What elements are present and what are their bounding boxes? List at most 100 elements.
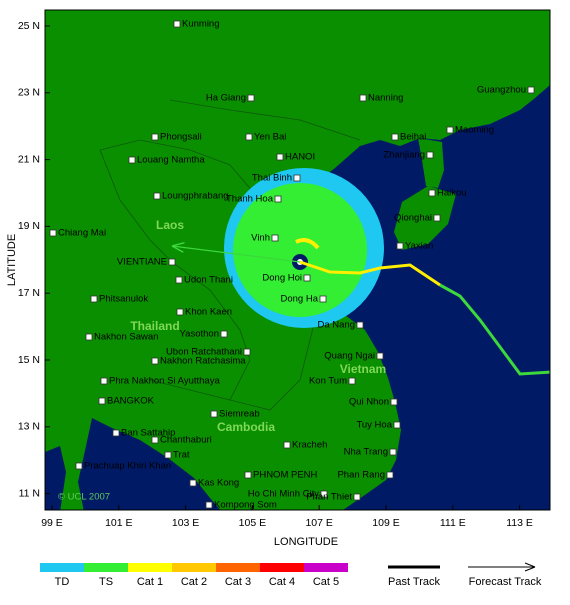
copyright: © UCL 2007 (58, 492, 110, 503)
city-label: Kas Kong (198, 478, 239, 489)
past-track-cat1 (299, 260, 441, 287)
intensity-swatch (304, 563, 348, 572)
city-label: Khon Kaen (185, 307, 232, 318)
city-marker (426, 151, 434, 159)
city-label: Maoming (455, 125, 494, 136)
city-label: Da Nang (318, 320, 356, 331)
x-tick-label: 111 E (440, 517, 466, 529)
city-marker (164, 451, 172, 459)
city-label: VIENTIANE (117, 257, 167, 268)
city-marker (75, 462, 83, 470)
y-tick-label: 23 N (18, 87, 40, 99)
city-label: Phan Rang (337, 470, 385, 481)
city-marker (386, 471, 394, 479)
city-label: HANOI (285, 152, 315, 163)
city-label: PHNOM PENH (253, 470, 318, 481)
city-marker (176, 308, 184, 316)
city-label: Ha Giang (206, 93, 246, 104)
city-marker (220, 330, 228, 338)
city-label: Tuy Hoa (356, 420, 392, 431)
gulf-of-thailand (78, 418, 221, 510)
intensity-label: Cat 4 (269, 576, 295, 588)
cities: Kunming Ha Giang Nanning Guangzhou Phongsali… (49, 19, 535, 510)
city-label: Haikou (437, 188, 467, 199)
intensity-swatch (172, 563, 216, 572)
storm-wind-field (224, 168, 384, 328)
city-marker (128, 156, 136, 164)
past-track-ts (439, 283, 550, 376)
city-marker (389, 448, 397, 456)
country-label: Cambodia (217, 420, 275, 434)
x-tick-label: 99 E (41, 517, 63, 529)
andaman-sea (45, 446, 66, 510)
city-label: Vinh (251, 233, 270, 244)
forecast-track-label: Forecast Track (469, 576, 542, 588)
city-marker (446, 126, 454, 134)
city-marker (433, 214, 441, 222)
intensity-label: Cat 1 (137, 576, 163, 588)
country-label: Vietnam (340, 362, 386, 376)
city-label: Thanh Hoa (226, 194, 274, 205)
y-axis-title: LATITUDE (6, 234, 18, 286)
intensity-label: TS (99, 576, 113, 588)
y-tick-label: 17 N (18, 287, 40, 299)
city-marker (356, 321, 364, 329)
y-tick-label: 25 N (18, 20, 40, 32)
city-marker (151, 357, 159, 365)
city-label: Dong Hoi (262, 273, 302, 284)
city-marker (247, 94, 255, 102)
city-label: Kon Tum (309, 376, 347, 387)
intensity-swatch (216, 563, 260, 572)
y-tick-label: 19 N (18, 220, 40, 232)
city-label: Yaxian (405, 241, 433, 252)
city-label: Nakhon Sawan (94, 332, 158, 343)
city-label: Beihai (400, 132, 426, 143)
hainan (394, 186, 456, 250)
intensity-swatch (128, 563, 172, 572)
city-marker (151, 133, 159, 141)
city-marker (98, 397, 106, 405)
city-label: Yasothon (180, 329, 219, 340)
city-label: Qionghai (394, 213, 432, 224)
city-marker (271, 234, 279, 242)
city-marker (376, 352, 384, 360)
city-marker (348, 377, 356, 385)
city-marker (205, 501, 213, 509)
city-marker (173, 20, 181, 28)
city-label: Kracheh (292, 440, 327, 451)
city-label: Siemreab (219, 409, 260, 420)
city-label: Zhanjiang (383, 150, 425, 161)
city-label: Quang Ngai (324, 351, 375, 362)
city-label: Ban Sattahip (121, 428, 175, 439)
x-tick-label: 107 E (305, 517, 332, 529)
city-label: Kunming (182, 19, 220, 30)
forecast-track (171, 242, 301, 263)
city-label: Phitsanulok (99, 294, 148, 305)
city-label: Chanthaburi (160, 435, 212, 446)
x-tick-label: 101 E (105, 517, 132, 529)
x-tick-label: 113 E (506, 517, 533, 529)
city-label: Prachuap Khiri Khan (84, 461, 171, 472)
city-marker (293, 174, 301, 182)
city-label: Loungphrabang (162, 191, 229, 202)
city-marker (49, 229, 57, 237)
city-marker (153, 192, 161, 200)
city-marker (393, 421, 401, 429)
city-marker (85, 333, 93, 341)
city-marker (243, 348, 251, 356)
city-marker (112, 429, 120, 437)
city-label: Ho Chi Minh City (248, 489, 320, 500)
city-marker (320, 490, 328, 498)
city-label: Nakhon Ratchasima (160, 356, 246, 367)
city-marker (283, 441, 291, 449)
city-label: Nha Trang (344, 447, 388, 458)
city-label: Phra Nakhon Si Ayutthaya (109, 376, 220, 387)
y-tick-label: 21 N (18, 153, 40, 165)
city-label: Dong Ha (281, 294, 319, 305)
city-marker (276, 153, 284, 161)
city-label: Nanning (368, 93, 403, 104)
city-marker (90, 295, 98, 303)
city-label: Louang Namtha (137, 155, 205, 166)
x-tick-label: 103 E (172, 517, 199, 529)
city-marker (245, 133, 253, 141)
